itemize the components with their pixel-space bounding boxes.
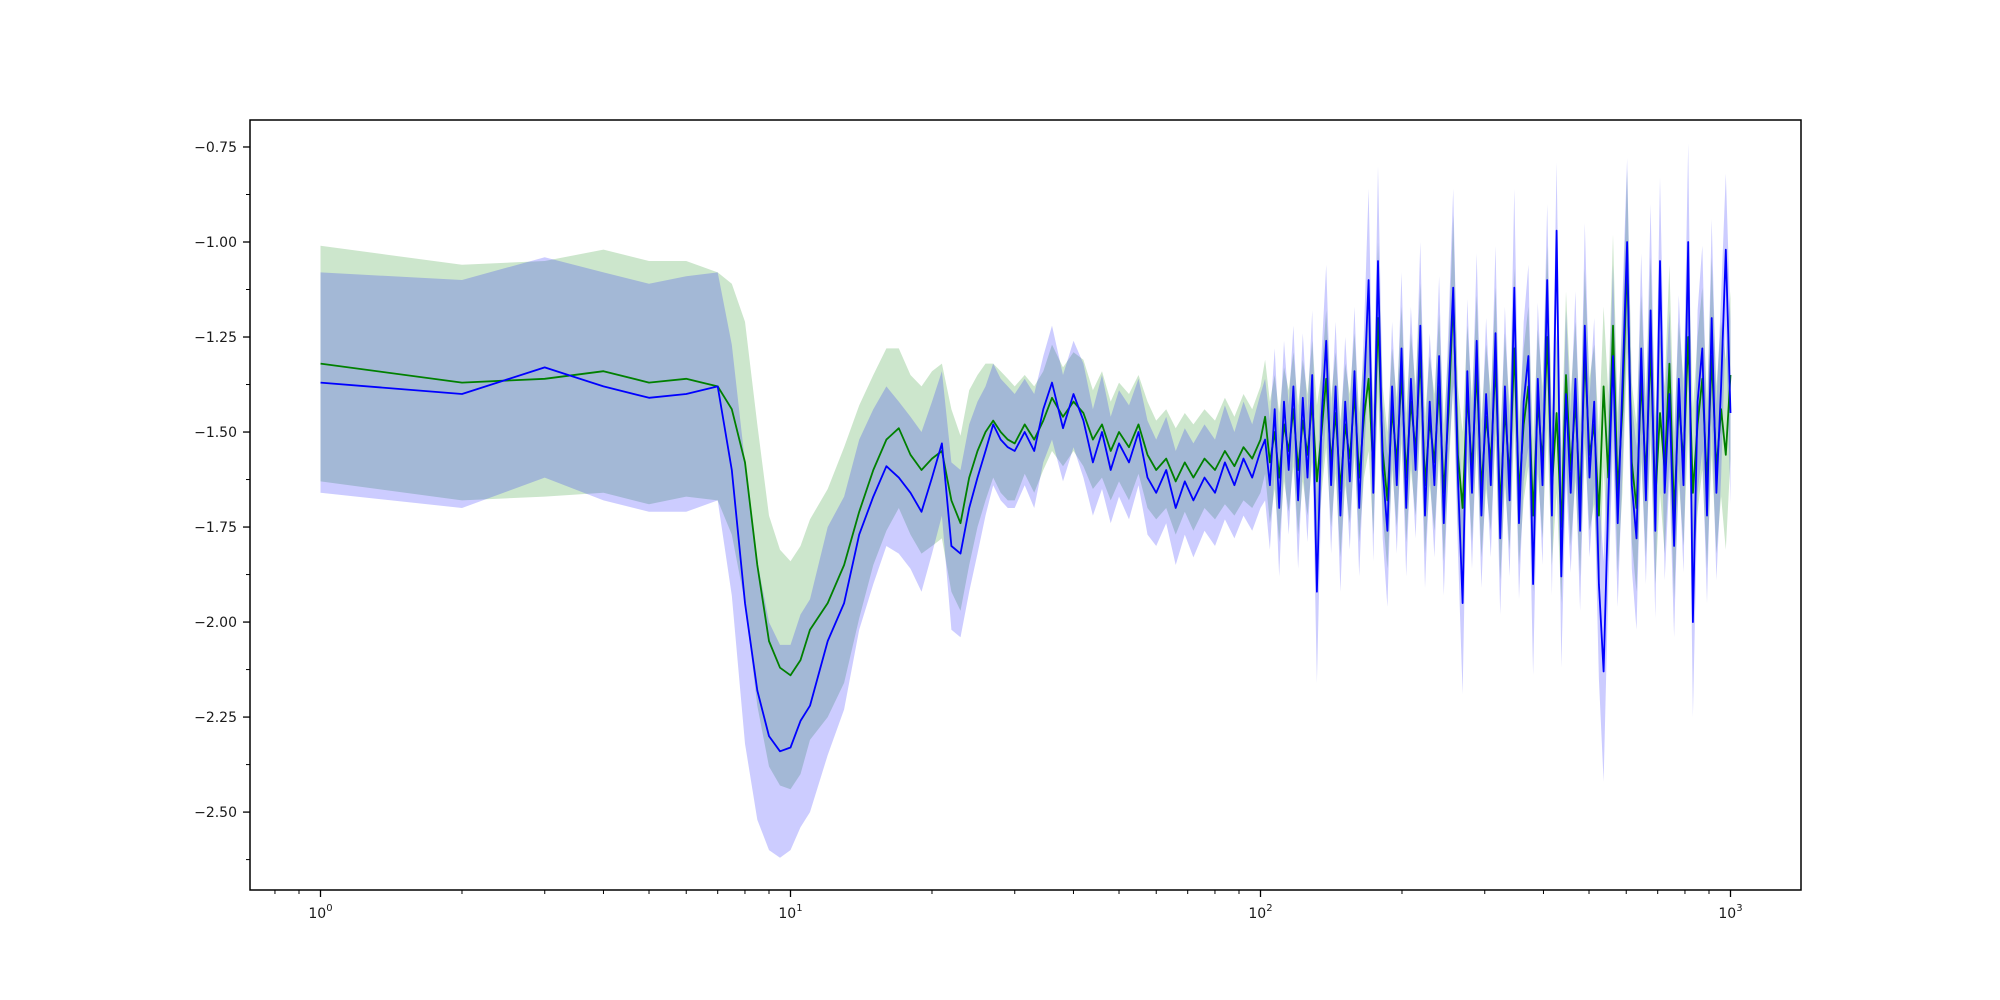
x-tick-label: 102 <box>1248 903 1272 922</box>
y-tick-label: −1.50 <box>194 425 237 441</box>
y-tick-label: −2.50 <box>194 805 237 821</box>
x-tick-label: 101 <box>778 903 802 922</box>
x-tick-label-base: 10 <box>308 906 326 922</box>
y-tick-label: −0.75 <box>194 140 237 156</box>
y-tick-label: −1.75 <box>194 520 237 536</box>
x-tick-label-base: 10 <box>1248 906 1266 922</box>
y-tick-label: −1.25 <box>194 330 237 346</box>
x-tick-label-exponent: 2 <box>1266 903 1272 914</box>
x-tick-label: 100 <box>308 903 332 922</box>
x-tick-label-base: 10 <box>1718 906 1736 922</box>
y-tick-label: −2.25 <box>194 710 237 726</box>
x-tick-label-exponent: 0 <box>326 903 332 914</box>
y-tick-label: −2.00 <box>194 615 237 631</box>
x-tick-label: 103 <box>1718 903 1742 922</box>
x-tick-label-base: 10 <box>778 906 796 922</box>
x-tick-label-exponent: 3 <box>1736 903 1742 914</box>
plot-border <box>249 119 1802 891</box>
x-tick-label-exponent: 1 <box>796 903 802 914</box>
y-tick-label: −1.00 <box>194 235 237 251</box>
blue-line <box>320 229 1732 753</box>
